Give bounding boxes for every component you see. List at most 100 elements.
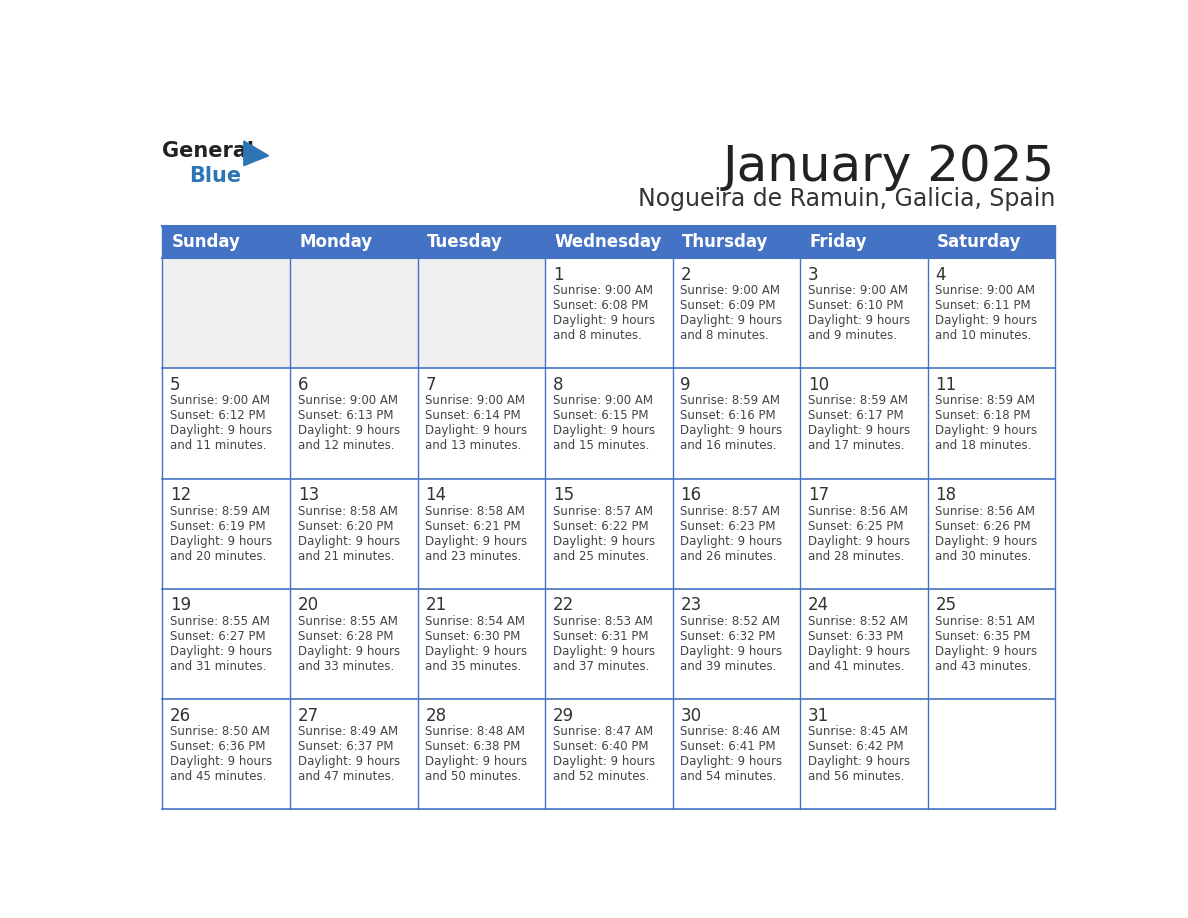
Text: and 17 minutes.: and 17 minutes. [808,440,904,453]
Text: Sunrise: 8:52 AM: Sunrise: 8:52 AM [808,615,908,628]
Text: Sunrise: 8:46 AM: Sunrise: 8:46 AM [681,725,781,738]
Text: Daylight: 9 hours: Daylight: 9 hours [425,535,527,548]
Text: Daylight: 9 hours: Daylight: 9 hours [681,314,783,327]
Text: Sunset: 6:19 PM: Sunset: 6:19 PM [170,520,266,532]
Text: Sunrise: 8:45 AM: Sunrise: 8:45 AM [808,725,908,738]
Text: 22: 22 [552,597,574,614]
Text: Daylight: 9 hours: Daylight: 9 hours [552,424,655,438]
Text: Sunrise: 9:00 AM: Sunrise: 9:00 AM [681,285,781,297]
Bar [163,478,1055,588]
Text: 3: 3 [808,265,819,284]
Text: Sunrise: 9:00 AM: Sunrise: 9:00 AM [298,395,398,408]
Text: and 45 minutes.: and 45 minutes. [170,770,266,783]
Text: and 33 minutes.: and 33 minutes. [298,660,394,673]
Text: 6: 6 [298,376,308,394]
Bar [163,226,1055,258]
Text: and 47 minutes.: and 47 minutes. [298,770,394,783]
Text: Sunset: 6:38 PM: Sunset: 6:38 PM [425,740,520,754]
Text: 2: 2 [681,265,691,284]
Text: Sunrise: 8:48 AM: Sunrise: 8:48 AM [425,725,525,738]
Text: Sunrise: 8:57 AM: Sunrise: 8:57 AM [552,505,653,518]
Text: Daylight: 9 hours: Daylight: 9 hours [552,756,655,768]
Text: Daylight: 9 hours: Daylight: 9 hours [298,756,400,768]
Text: and 8 minutes.: and 8 minutes. [552,330,642,342]
Text: and 15 minutes.: and 15 minutes. [552,440,649,453]
Text: 9: 9 [681,376,691,394]
Text: 16: 16 [681,487,701,504]
Text: Daylight: 9 hours: Daylight: 9 hours [170,756,272,768]
Text: 8: 8 [552,376,563,394]
Text: Sunrise: 8:55 AM: Sunrise: 8:55 AM [170,615,270,628]
Text: Sunrise: 8:58 AM: Sunrise: 8:58 AM [425,505,525,518]
Text: and 52 minutes.: and 52 minutes. [552,770,649,783]
Text: and 8 minutes.: and 8 minutes. [681,330,770,342]
Text: Sunset: 6:10 PM: Sunset: 6:10 PM [808,299,903,312]
Text: Sunrise: 9:00 AM: Sunrise: 9:00 AM [808,285,908,297]
Text: Daylight: 9 hours: Daylight: 9 hours [298,424,400,438]
Text: 12: 12 [170,487,191,504]
Text: Daylight: 9 hours: Daylight: 9 hours [425,645,527,658]
Text: 13: 13 [298,487,320,504]
Text: Sunrise: 8:59 AM: Sunrise: 8:59 AM [681,395,781,408]
Text: Sunset: 6:09 PM: Sunset: 6:09 PM [681,299,776,312]
Text: 5: 5 [170,376,181,394]
Text: Sunset: 6:30 PM: Sunset: 6:30 PM [425,630,520,643]
Text: Daylight: 9 hours: Daylight: 9 hours [935,645,1037,658]
Text: Daylight: 9 hours: Daylight: 9 hours [681,535,783,548]
Text: Daylight: 9 hours: Daylight: 9 hours [298,645,400,658]
Text: Sunset: 6:41 PM: Sunset: 6:41 PM [681,740,776,754]
Text: and 11 minutes.: and 11 minutes. [170,440,266,453]
Text: Daylight: 9 hours: Daylight: 9 hours [170,645,272,658]
Text: Sunset: 6:27 PM: Sunset: 6:27 PM [170,630,266,643]
Text: 11: 11 [935,376,956,394]
Bar [163,368,1055,478]
Text: and 50 minutes.: and 50 minutes. [425,770,522,783]
Text: Sunrise: 8:51 AM: Sunrise: 8:51 AM [935,615,1036,628]
Text: Tuesday: Tuesday [426,233,503,251]
Text: Daylight: 9 hours: Daylight: 9 hours [552,645,655,658]
Text: Monday: Monday [299,233,372,251]
Text: Sunrise: 8:59 AM: Sunrise: 8:59 AM [170,505,270,518]
Text: Daylight: 9 hours: Daylight: 9 hours [808,645,910,658]
Text: and 25 minutes.: and 25 minutes. [552,550,649,563]
Text: and 21 minutes.: and 21 minutes. [298,550,394,563]
Text: Sunset: 6:11 PM: Sunset: 6:11 PM [935,299,1031,312]
Text: Daylight: 9 hours: Daylight: 9 hours [808,535,910,548]
Text: Sunset: 6:33 PM: Sunset: 6:33 PM [808,630,903,643]
Bar [417,258,545,368]
Text: 10: 10 [808,376,829,394]
Text: 27: 27 [298,707,318,724]
Text: Sunrise: 8:59 AM: Sunrise: 8:59 AM [808,395,908,408]
Text: and 16 minutes.: and 16 minutes. [681,440,777,453]
Text: January 2025: January 2025 [723,143,1055,191]
Bar [163,258,290,368]
Text: Sunset: 6:32 PM: Sunset: 6:32 PM [681,630,776,643]
Text: and 18 minutes.: and 18 minutes. [935,440,1032,453]
Text: Sunset: 6:36 PM: Sunset: 6:36 PM [170,740,266,754]
Text: Sunday: Sunday [172,233,241,251]
Text: Saturday: Saturday [937,233,1022,251]
Text: Daylight: 9 hours: Daylight: 9 hours [935,424,1037,438]
Text: and 37 minutes.: and 37 minutes. [552,660,649,673]
Text: Sunset: 6:16 PM: Sunset: 6:16 PM [681,409,776,422]
Text: Sunrise: 9:00 AM: Sunrise: 9:00 AM [552,285,653,297]
Text: and 26 minutes.: and 26 minutes. [681,550,777,563]
Text: Sunset: 6:18 PM: Sunset: 6:18 PM [935,409,1031,422]
Text: Daylight: 9 hours: Daylight: 9 hours [808,314,910,327]
Text: Sunrise: 9:00 AM: Sunrise: 9:00 AM [552,395,653,408]
Text: General: General [163,141,254,161]
Text: Daylight: 9 hours: Daylight: 9 hours [552,535,655,548]
Text: Daylight: 9 hours: Daylight: 9 hours [681,424,783,438]
Text: 4: 4 [935,265,946,284]
Text: Friday: Friday [809,233,867,251]
Text: 21: 21 [425,597,447,614]
Text: and 12 minutes.: and 12 minutes. [298,440,394,453]
Text: Sunset: 6:28 PM: Sunset: 6:28 PM [298,630,393,643]
Text: Sunset: 6:23 PM: Sunset: 6:23 PM [681,520,776,532]
Text: Sunrise: 8:52 AM: Sunrise: 8:52 AM [681,615,781,628]
Text: and 20 minutes.: and 20 minutes. [170,550,266,563]
Text: Sunset: 6:20 PM: Sunset: 6:20 PM [298,520,393,532]
Text: 26: 26 [170,707,191,724]
Text: Daylight: 9 hours: Daylight: 9 hours [552,314,655,327]
Polygon shape [244,141,268,165]
